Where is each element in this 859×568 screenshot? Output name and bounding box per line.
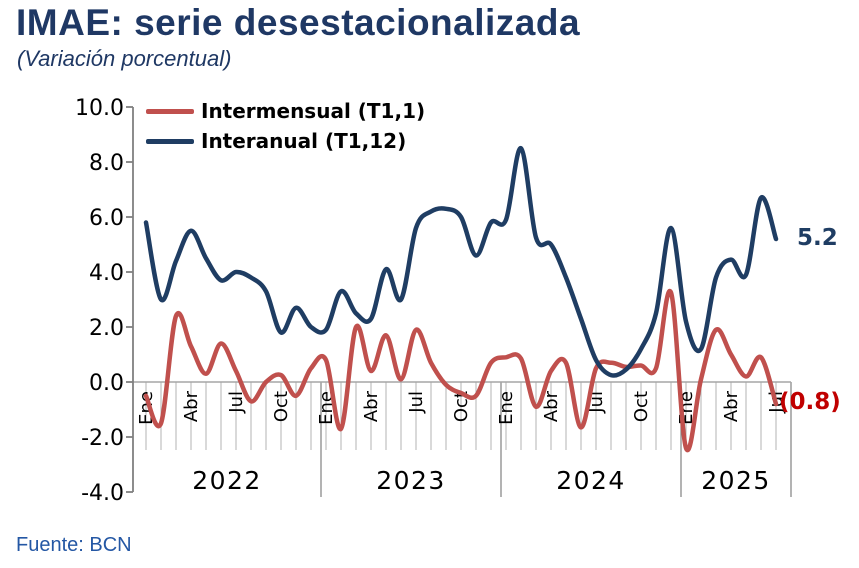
x-axis-month-label: Oct bbox=[451, 391, 472, 422]
y-axis-tick-label: 0.0 bbox=[89, 371, 124, 396]
x-axis-year-label: 2024 bbox=[556, 466, 626, 495]
interanual-end-value-label: 5.2 bbox=[797, 225, 838, 251]
x-axis-month-label: Jul bbox=[406, 391, 427, 414]
y-axis-tick-label: 6.0 bbox=[89, 206, 124, 231]
x-axis-month-label: Ene bbox=[496, 391, 517, 425]
intermensual-line-swatch bbox=[146, 108, 194, 114]
x-axis-month-label: Oct bbox=[631, 391, 652, 422]
y-axis-tick-label: -2.0 bbox=[81, 426, 124, 451]
legend-item-interanual: Interanual (T1,12) bbox=[146, 126, 425, 156]
page-subtitle: (Variación porcentual) bbox=[17, 46, 232, 71]
y-axis-tick-label: 10.0 bbox=[75, 96, 124, 121]
x-axis-year-label: 2025 bbox=[701, 466, 771, 495]
legend-item-intermensual: Intermensual (T1,1) bbox=[146, 96, 425, 126]
interanual-line bbox=[143, 146, 779, 378]
intermensual-end-value-label: (0.8) bbox=[779, 389, 841, 415]
legend-label-intermensual: Intermensual (T1,1) bbox=[201, 99, 426, 123]
x-axis-month-label: Abr bbox=[541, 390, 562, 422]
x-axis-year-label: 2023 bbox=[376, 466, 446, 495]
y-axis-tick-label: -4.0 bbox=[81, 481, 124, 506]
x-axis-month-label: Abr bbox=[721, 390, 742, 422]
page-title: IMAE: serie desestacionalizada bbox=[16, 2, 581, 43]
x-axis-month-label: Abr bbox=[361, 390, 382, 422]
source-note: Fuente: BCN bbox=[16, 534, 132, 556]
y-axis-tick-label: 8.0 bbox=[89, 151, 124, 176]
y-axis-tick-label: 4.0 bbox=[89, 261, 124, 286]
x-axis-year-label: 2022 bbox=[192, 466, 262, 495]
x-axis-month-label: Jul bbox=[226, 391, 247, 414]
x-axis-month-label: Oct bbox=[271, 391, 292, 422]
intermensual-line bbox=[143, 288, 779, 453]
interanual-line-swatch bbox=[146, 138, 194, 144]
y-axis-tick-label: 2.0 bbox=[89, 316, 124, 341]
legend: Intermensual (T1,1) Interanual (T1,12) bbox=[146, 96, 425, 156]
legend-label-interanual: Interanual (T1,12) bbox=[201, 129, 407, 153]
x-axis-month-label: Abr bbox=[181, 390, 202, 422]
